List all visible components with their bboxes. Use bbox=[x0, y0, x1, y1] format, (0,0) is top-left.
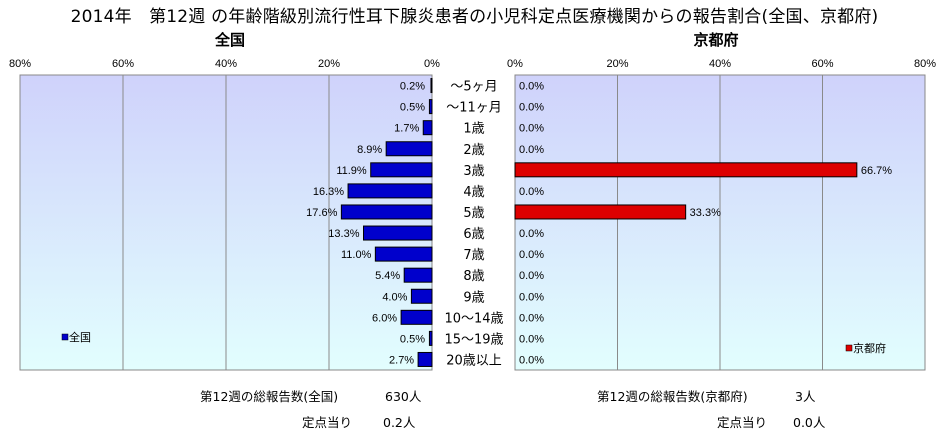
x-tick-label: 40% bbox=[215, 58, 237, 70]
bar bbox=[363, 225, 433, 241]
value-label: 0.0% bbox=[519, 144, 544, 156]
value-label: 4.0% bbox=[382, 291, 407, 303]
category-label: 3歳 bbox=[463, 164, 484, 179]
value-label: 2.7% bbox=[389, 354, 414, 366]
category-label: 2歳 bbox=[463, 143, 484, 158]
category-label: 10～14歳 bbox=[444, 311, 503, 326]
value-label: 0.0% bbox=[519, 333, 544, 345]
national-per-site-value: 0.2人 bbox=[383, 415, 416, 430]
bar bbox=[403, 267, 433, 283]
value-label: 0.5% bbox=[400, 333, 425, 345]
x-tick-label: 60% bbox=[811, 58, 833, 70]
value-label: 0.0% bbox=[519, 81, 544, 93]
value-label: 0.2% bbox=[400, 81, 425, 93]
x-tick-label: 0% bbox=[424, 58, 440, 70]
value-label: 13.3% bbox=[328, 228, 359, 240]
value-label: 0.0% bbox=[519, 270, 544, 282]
legend-swatch bbox=[845, 344, 853, 352]
x-tick-label: 0% bbox=[507, 58, 523, 70]
bar bbox=[340, 204, 433, 220]
value-label: 0.0% bbox=[519, 102, 544, 114]
x-tick-label: 20% bbox=[318, 58, 340, 70]
value-label: 0.0% bbox=[519, 186, 544, 198]
x-tick-label: 80% bbox=[9, 58, 31, 70]
value-label: 8.9% bbox=[357, 144, 382, 156]
value-label: 0.5% bbox=[400, 102, 425, 114]
bar bbox=[400, 309, 433, 325]
category-label: ～11ヶ月 bbox=[446, 101, 502, 116]
bar bbox=[428, 99, 433, 115]
category-label: 1歳 bbox=[463, 122, 484, 137]
legend-label: 全国 bbox=[69, 330, 91, 344]
value-label: 16.3% bbox=[313, 186, 344, 198]
category-label: 20歳以上 bbox=[446, 353, 502, 368]
value-label: 5.4% bbox=[375, 270, 400, 282]
value-label: 0.0% bbox=[519, 354, 544, 366]
category-label: 15～19歳 bbox=[444, 332, 503, 347]
bar bbox=[417, 351, 433, 367]
category-label: 4歳 bbox=[463, 185, 484, 200]
value-label: 17.6% bbox=[306, 207, 337, 219]
x-tick-label: 60% bbox=[112, 58, 134, 70]
value-label: 0.0% bbox=[519, 249, 544, 261]
bar bbox=[347, 183, 433, 199]
bar bbox=[428, 330, 433, 346]
value-label: 0.0% bbox=[519, 228, 544, 240]
category-label: 5歳 bbox=[463, 206, 484, 221]
kyoto-per-site-label: 定点当り bbox=[717, 415, 768, 430]
value-label: 0.0% bbox=[519, 312, 544, 324]
value-label: 11.9% bbox=[336, 165, 367, 177]
value-label: 11.0% bbox=[341, 249, 372, 261]
kyoto-total-value: 3人 bbox=[795, 389, 816, 404]
category-label: ～5ヶ月 bbox=[450, 80, 497, 95]
national-total-value: 630人 bbox=[385, 389, 422, 404]
value-label: 33.3% bbox=[690, 207, 721, 219]
legend-swatch bbox=[61, 333, 69, 341]
category-label: 7歳 bbox=[463, 248, 484, 263]
category-label: 8歳 bbox=[463, 269, 484, 284]
page-title: 2014年 第12週 の年齢階級別流行性耳下腺炎患者の小児科定点医療機関からの報… bbox=[70, 7, 879, 27]
bar bbox=[370, 162, 433, 178]
bar bbox=[422, 120, 433, 136]
kyoto-per-site-value: 0.0人 bbox=[793, 415, 826, 430]
bar bbox=[374, 246, 433, 262]
bar bbox=[514, 162, 858, 178]
bar bbox=[514, 204, 687, 220]
category-label: 9歳 bbox=[463, 290, 484, 305]
bar bbox=[410, 288, 433, 304]
value-label: 0.0% bbox=[519, 123, 544, 135]
x-tick-label: 80% bbox=[914, 58, 936, 70]
national-per-site-label: 定点当り bbox=[302, 415, 353, 430]
bar bbox=[430, 78, 433, 94]
right-panel-title: 京都府 bbox=[693, 31, 739, 49]
legend-label: 京都府 bbox=[853, 341, 886, 355]
category-label: 6歳 bbox=[463, 227, 484, 242]
bar bbox=[385, 141, 433, 157]
value-label: 66.7% bbox=[861, 165, 892, 177]
value-label: 1.7% bbox=[394, 123, 419, 135]
value-label: 0.0% bbox=[519, 291, 544, 303]
kyoto-total-label: 第12週の総報告数(京都府) bbox=[597, 389, 748, 404]
x-tick-label: 40% bbox=[709, 58, 731, 70]
x-tick-label: 20% bbox=[606, 58, 628, 70]
national-total-label: 第12週の総報告数(全国) bbox=[200, 389, 339, 404]
left-panel-title: 全国 bbox=[214, 31, 245, 49]
value-label: 6.0% bbox=[372, 312, 397, 324]
